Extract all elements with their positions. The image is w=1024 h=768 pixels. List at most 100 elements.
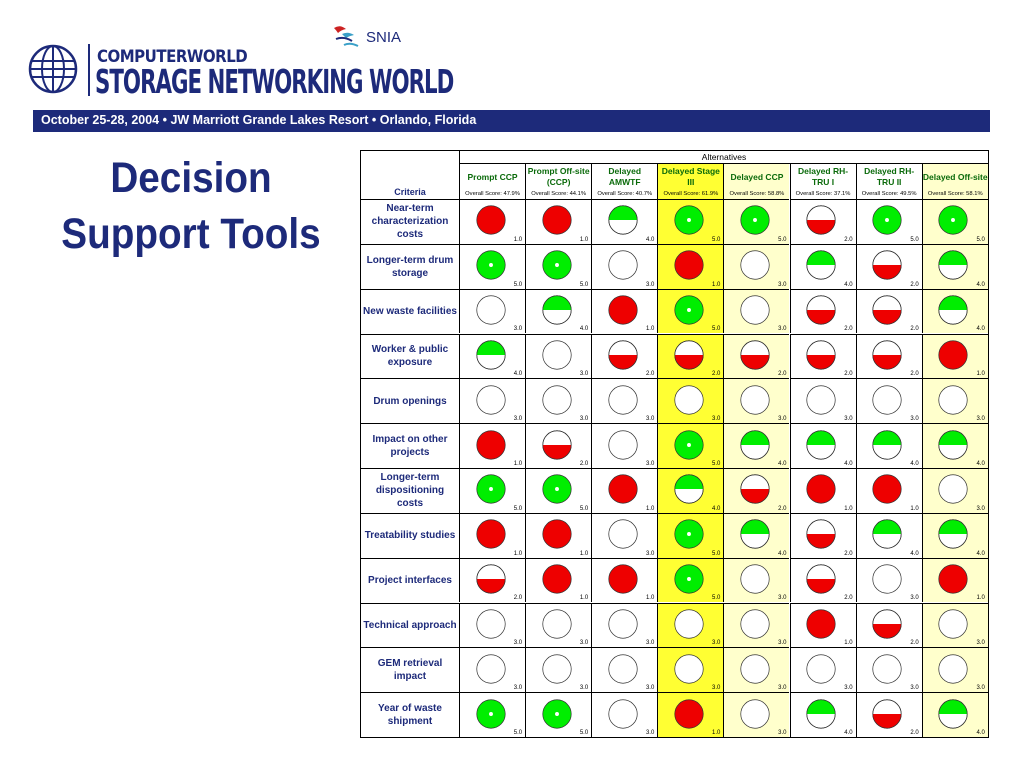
rating-score: 2.0 (513, 595, 523, 602)
rating-score: 3.0 (778, 281, 787, 288)
rating-empty-icon (542, 654, 572, 684)
rating-empty-icon (872, 654, 902, 684)
rating-score: 1.0 (712, 729, 721, 736)
rating-score: 1.0 (910, 505, 919, 512)
criterion-label: New waste facilities (361, 288, 459, 334)
rating-score: 3.0 (645, 550, 655, 557)
rating-cell: 3.0 (723, 647, 790, 693)
rating-cell: 2.0 (855, 602, 922, 648)
alternative-overall-score: Overall Score: 58.1% (927, 191, 983, 197)
rating-red-bottom-icon (872, 340, 902, 370)
rating-green-top-icon (938, 429, 968, 460)
rating-score: 4.0 (513, 371, 523, 378)
rating-empty-icon (938, 474, 968, 504)
rating-cell: 3.0 (855, 557, 922, 603)
alternative-header: Delayed RH-TRU I Overall Score: 37.1% (789, 164, 856, 199)
rating-cell: 3.0 (921, 647, 988, 693)
rating-score: 4.0 (844, 729, 853, 736)
rating-cell: 5.0 (459, 243, 526, 289)
rating-empty-icon (542, 385, 572, 415)
rating-red-icon (542, 564, 572, 594)
rating-green-top-icon (806, 698, 836, 729)
rating-green-top-icon (938, 698, 968, 729)
rating-score: 5.0 (712, 460, 721, 467)
rating-green-top-icon (542, 295, 572, 325)
rating-score: 3.0 (513, 416, 523, 423)
rating-cell: 1.0 (855, 468, 922, 513)
rating-empty-icon (872, 564, 902, 594)
criterion-label: Project interfaces (361, 557, 459, 603)
rating-score: 1.0 (844, 640, 853, 647)
rating-red-icon (475, 519, 506, 549)
rating-cell: 3.0 (921, 468, 988, 513)
rating-score: 1.0 (844, 505, 853, 512)
rating-red-bottom-icon (872, 698, 902, 729)
rating-cell: 2.0 (855, 243, 922, 289)
rating-score: 2.0 (910, 281, 919, 288)
rating-score: 2.0 (645, 371, 655, 378)
alternative-header: Prompt Off-site (CCP) Overall Score: 44.1… (525, 164, 591, 199)
rating-cell: 4.0 (921, 423, 988, 468)
rating-cell: 3.0 (459, 288, 526, 334)
alternative-name: Prompt CCP (467, 171, 518, 182)
rating-score: 4.0 (910, 550, 919, 557)
alternative-name: Delayed RH-TRU I (798, 166, 849, 187)
rating-score: 2.0 (910, 640, 919, 647)
rating-cell: 3.0 (723, 243, 790, 289)
rating-score: 3.0 (976, 416, 985, 423)
rating-green-top-icon (608, 205, 638, 235)
rating-red-icon (872, 474, 902, 504)
rating-cell: 1.0 (657, 692, 724, 737)
criterion-label: Treatability studies (361, 512, 459, 558)
alternative-overall-score: Overall Score: 49.5% (861, 191, 917, 197)
rating-score: 2.0 (910, 326, 919, 333)
criterion-label: Near-term characterization costs (361, 199, 459, 244)
rating-cell: 2.0 (789, 199, 856, 244)
rating-green-top-icon (740, 429, 770, 460)
rating-green-top-icon (938, 295, 968, 325)
alternative-header: Delayed RH-TRU II Overall Score: 49.5% (855, 164, 922, 199)
rating-empty-icon (740, 295, 770, 325)
rating-empty-icon (872, 385, 902, 415)
criterion-label: GEM retrieval impact (361, 647, 459, 692)
rating-empty-icon (475, 609, 506, 639)
rating-green-dot-icon (542, 698, 572, 729)
rating-cell: 3.0 (525, 378, 592, 424)
criterion-label: Worker & public exposure (361, 333, 459, 379)
rating-empty-icon (542, 609, 572, 639)
rating-score: 5.0 (712, 595, 721, 602)
rating-cell: 3.0 (789, 378, 856, 424)
rating-score: 3.0 (579, 685, 589, 692)
slide-title-line1: Decision (110, 154, 272, 202)
rating-score: 5.0 (712, 550, 721, 557)
rating-green-dot-icon (674, 564, 704, 594)
rating-score: 2.0 (712, 371, 721, 378)
rating-score: 2.0 (844, 595, 853, 602)
rating-score: 3.0 (645, 460, 655, 467)
rating-green-top-icon (806, 429, 836, 460)
rating-score: 3.0 (976, 505, 985, 512)
rating-score: 4.0 (778, 460, 787, 467)
rating-score: 1.0 (712, 281, 721, 288)
rating-cell: 4.0 (855, 512, 922, 558)
rating-score: 1.0 (645, 595, 655, 602)
rating-cell: 2.0 (525, 423, 592, 468)
rating-score: 5.0 (513, 505, 523, 512)
rating-score: 5.0 (976, 236, 985, 243)
rating-score: 5.0 (778, 236, 787, 243)
rating-red-icon (806, 609, 836, 639)
rating-score: 2.0 (844, 236, 853, 243)
rating-cell: 5.0 (525, 468, 592, 513)
rating-red-icon (806, 474, 836, 504)
rating-score: 3.0 (778, 729, 787, 736)
rating-cell: 5.0 (657, 288, 724, 334)
rating-score: 1.0 (579, 236, 589, 243)
rating-cell: 5.0 (855, 199, 922, 244)
rating-cell: 1.0 (789, 602, 856, 648)
rating-green-top-icon (475, 340, 506, 370)
alternative-name: Delayed RH-TRU II (864, 166, 915, 187)
rating-score: 2.0 (844, 371, 853, 378)
rating-empty-icon (542, 340, 572, 370)
rating-score: 5.0 (513, 729, 523, 736)
rating-empty-icon (740, 385, 770, 415)
